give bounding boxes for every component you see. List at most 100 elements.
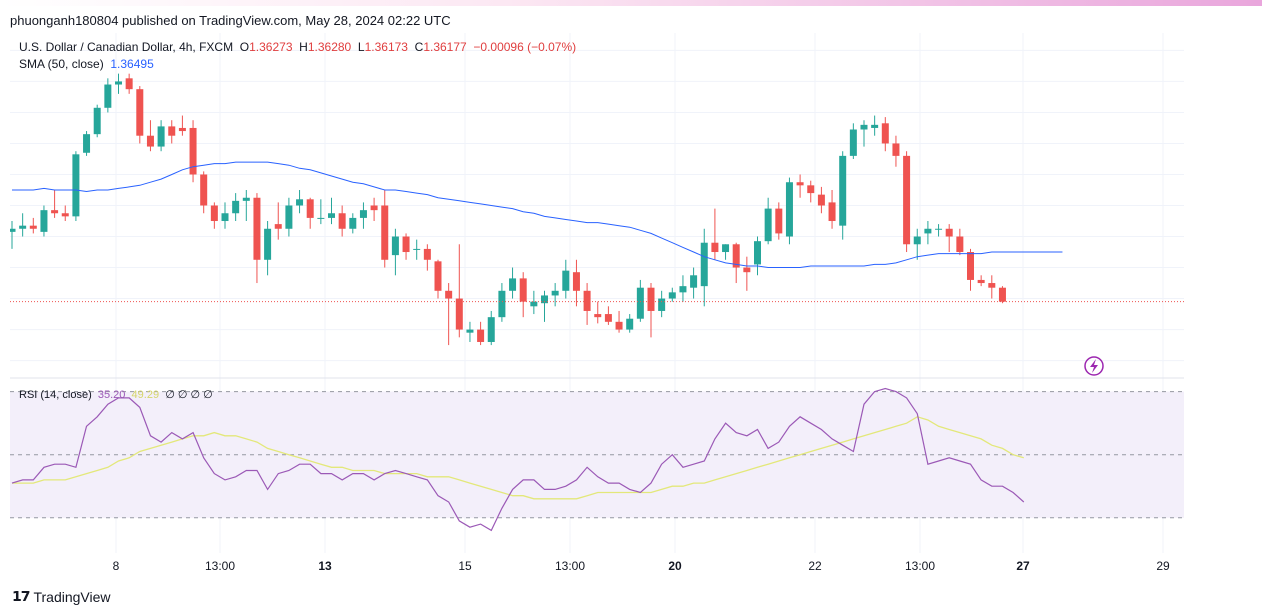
candle-body [434,261,442,291]
candle-body [157,126,165,147]
candle-body [72,154,80,217]
time-tick-label: 22 [808,559,822,573]
candle-body [647,287,655,311]
candle-body [881,123,889,144]
candle-body [328,213,335,218]
candle-body [349,217,357,229]
candle-body [551,290,559,296]
candle-body [594,314,602,318]
rsi-label: RSI (14, close) [19,389,92,401]
candle-body [754,241,761,265]
candle-body [104,84,112,108]
candle-body [498,290,506,318]
tradingview-logo-icon: 𝟭𝟳 [12,588,31,604]
candle-body [626,318,634,330]
candle-body [988,283,996,288]
candle-body [455,298,463,330]
candle-body [615,321,623,330]
candle-body [487,317,495,342]
chart-panel[interactable]: 1.378001.376001.374001.372001.370001.368… [8,33,1254,578]
candle-body [828,202,836,222]
candle-body [40,210,48,232]
candle-body [253,197,261,260]
time-tick-label: 13:00 [555,559,585,573]
candle-body [732,244,740,268]
candle-body [232,200,240,214]
candle-body [445,290,453,299]
top-accent-bar [0,0,1262,6]
candle-body [51,210,59,214]
candle-body [541,295,548,304]
candle-body [370,205,378,211]
symbol-name[interactable]: U.S. Dollar / Canadian Dollar, 4h, FXCM [19,40,234,54]
high-value: 1.36280 [307,40,352,54]
candle-body [796,182,804,186]
candle-body [296,199,304,206]
candle-body [562,270,570,291]
candle-body [381,205,389,260]
candle-body [849,129,857,156]
candle-body [743,267,751,273]
time-tick-label: 15 [458,559,472,573]
candle-body [178,127,186,132]
candle-body [402,236,410,253]
candle-body [274,224,282,229]
candle-body [359,210,367,218]
time-tick-label: 13 [318,559,332,573]
candle-body [115,81,122,85]
candle-body [61,213,69,217]
candle-body [860,124,868,130]
candle-body [722,244,730,253]
candle-body [892,143,900,156]
candle-body [924,228,932,234]
candle-body [583,290,591,311]
candle-body [679,286,687,293]
time-tick-label: 8 [113,559,120,573]
footer-brand[interactable]: 𝟭𝟳 TradingView [12,588,111,605]
time-tick-label: 13:00 [905,559,935,573]
publish-header: phuonganh180804 published on TradingView… [10,13,451,28]
low-value: 1.36173 [364,40,408,54]
candle-body [210,205,218,222]
time-tick-label: 13:00 [205,559,235,573]
sma-legend[interactable]: SMA (50, close) 1.36495 [19,57,154,71]
candle-body [189,127,197,175]
candle-body [945,228,953,237]
candle-body [636,287,644,319]
brand-name: TradingView [33,588,111,605]
candles [8,73,1006,346]
candle-body [509,278,517,291]
candle-body [977,279,985,284]
candle-body [998,287,1006,302]
candle-body [413,248,421,250]
h-label: H [299,40,308,54]
candle-body [391,236,399,256]
rsi-ma-line [12,416,1024,500]
candle-body [200,174,208,206]
rsi-levels [10,391,1184,519]
candle-body [423,248,431,260]
time-tick-label: 27 [1016,559,1030,573]
candle-body [285,205,293,229]
candle-body [785,182,793,237]
time-tick-label: 29 [1156,559,1170,573]
lightning-icon[interactable] [1084,356,1104,376]
rsi-extra: ∅ ∅ ∅ ∅ [165,389,213,401]
candle-body [658,298,666,311]
candle-body [871,124,879,128]
candle-body [136,89,144,136]
c-label: C [414,40,424,54]
candle-body [146,135,154,147]
close-value: 1.36177 [423,40,467,54]
candle-body [317,217,325,219]
candle-body [221,213,229,222]
candle-body [807,185,815,194]
candle-body [700,242,708,287]
candle-body [604,314,612,322]
rsi-value: 35.20 [97,389,126,401]
price-chart[interactable]: 1.378001.376001.374001.372001.370001.368… [8,33,1254,578]
rsi-legend[interactable]: RSI (14, close) 35.20 49.29 ∅ ∅ ∅ ∅ [19,388,213,401]
o-label: O [239,40,250,54]
candle-body [83,134,91,153]
candle-body [19,225,27,229]
